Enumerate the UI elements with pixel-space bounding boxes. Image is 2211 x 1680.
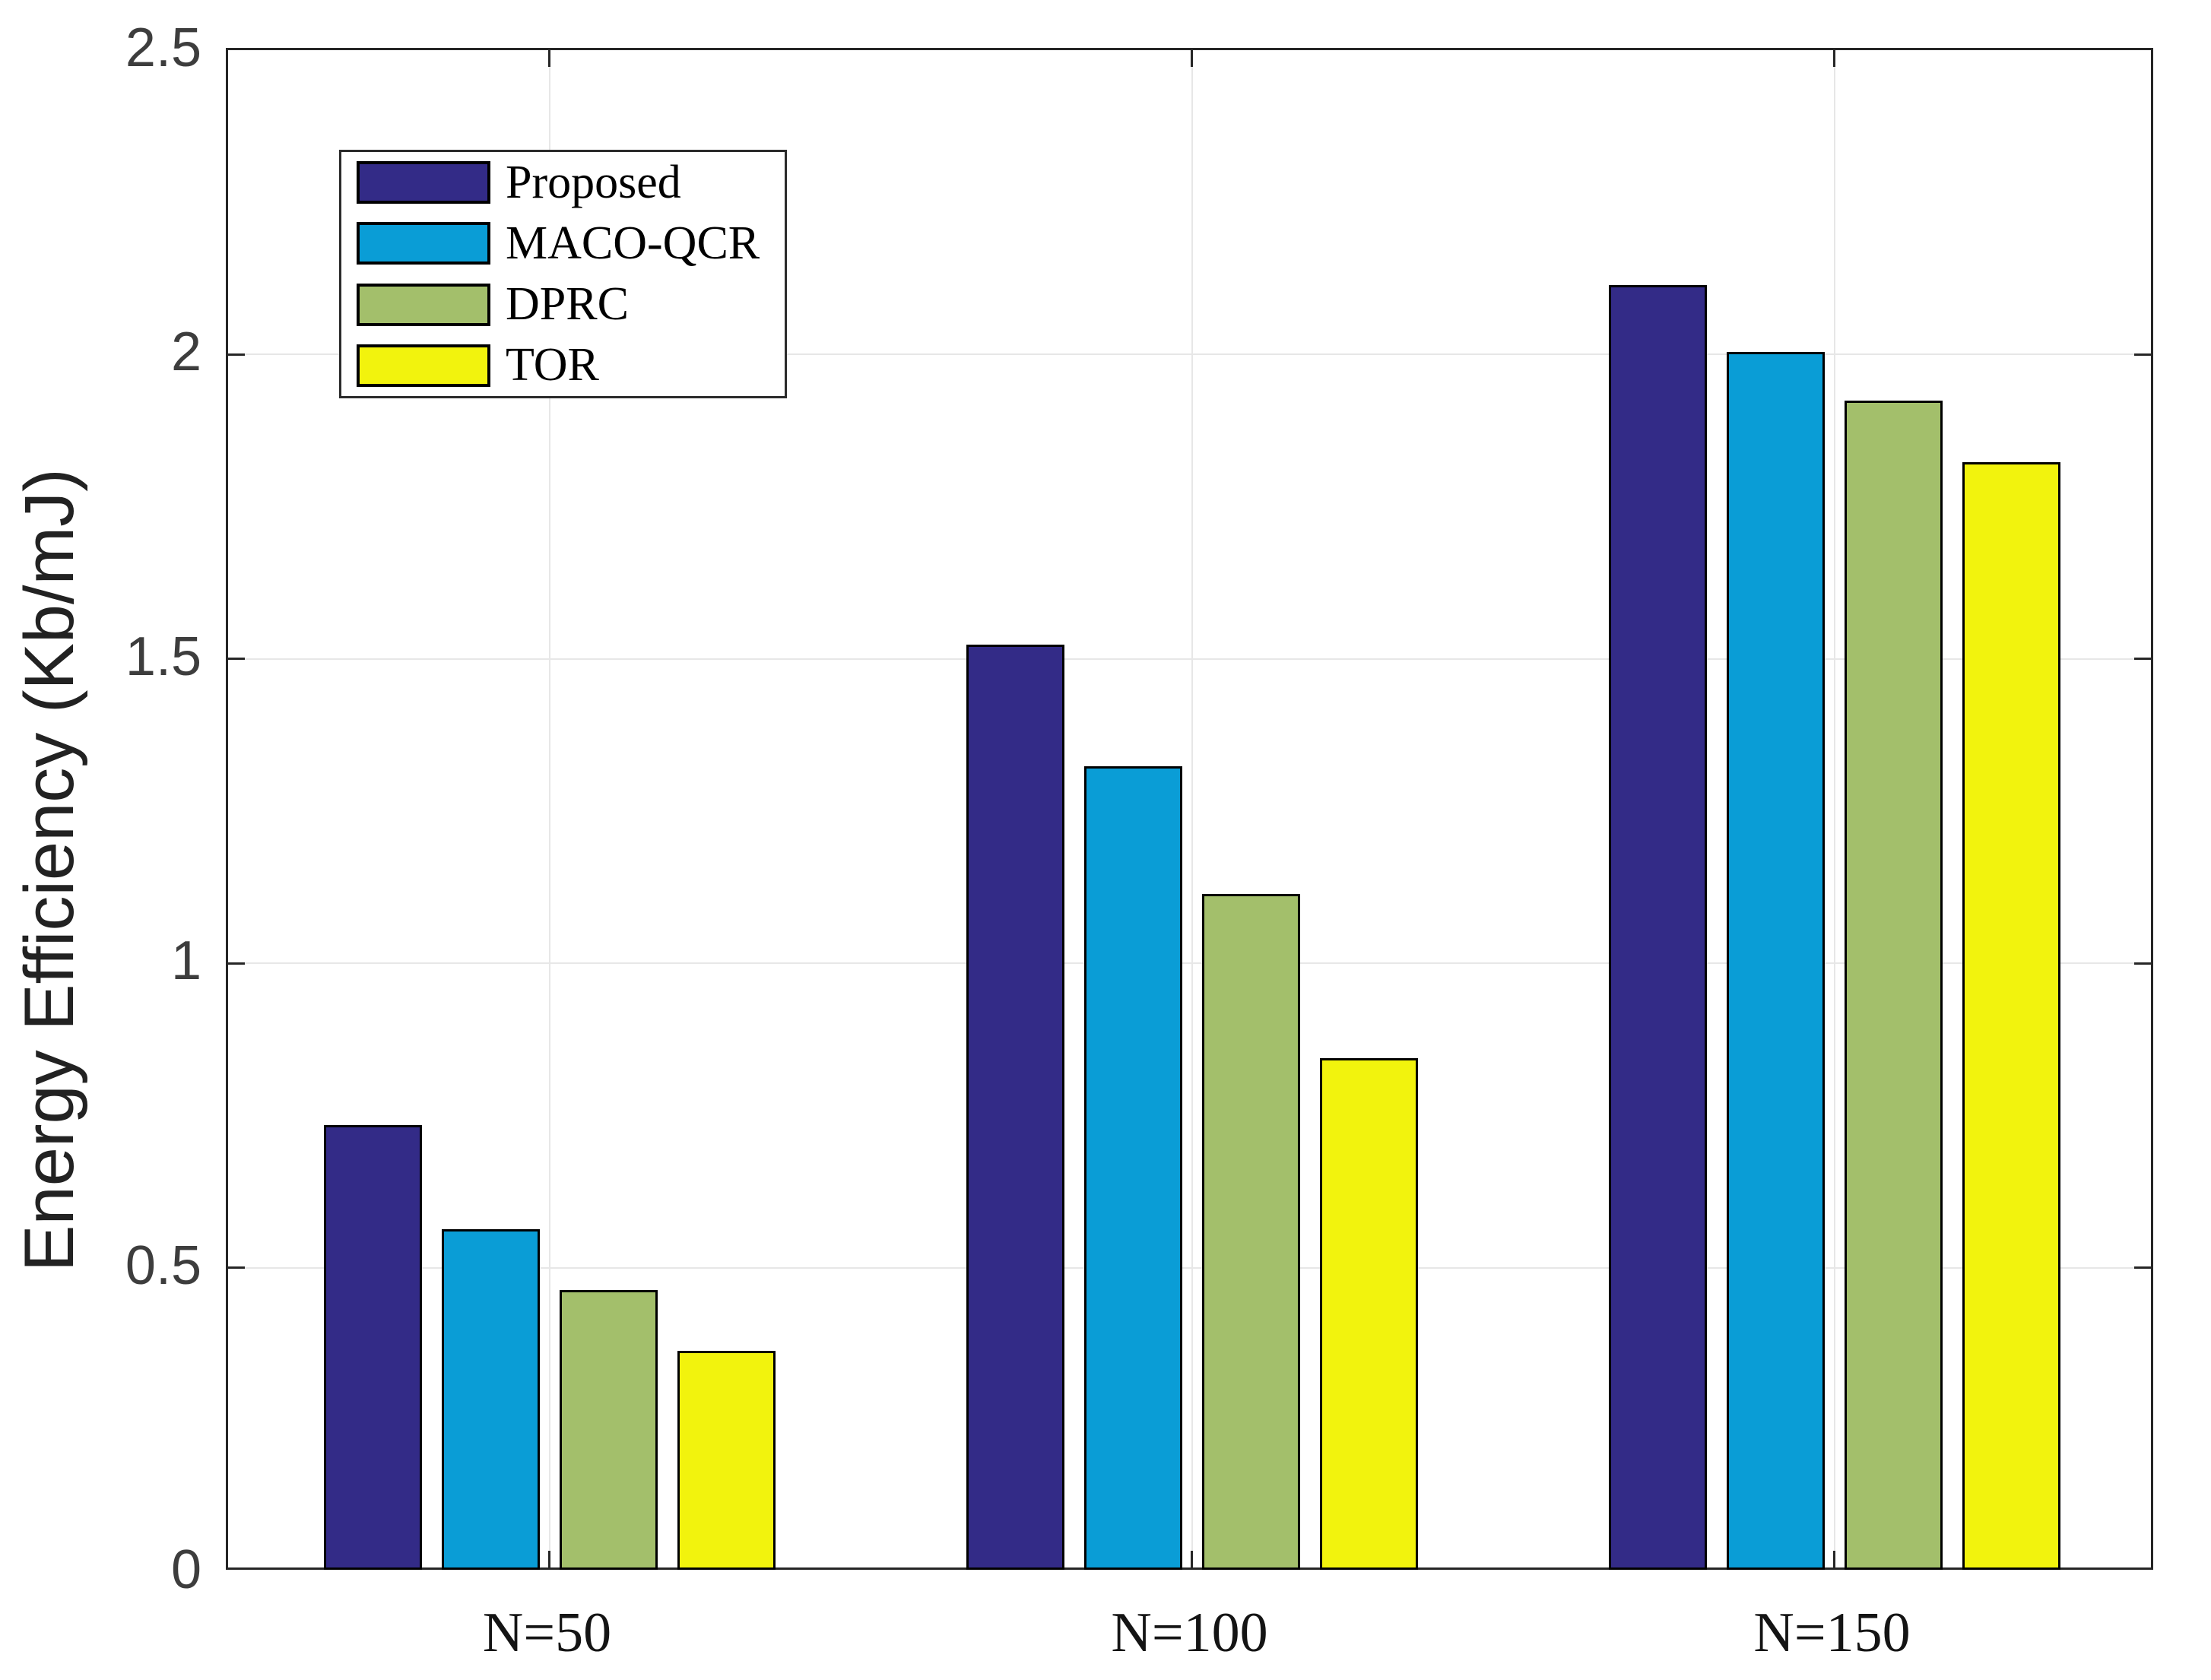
legend-label: Proposed <box>506 156 681 208</box>
bar-tor <box>677 1350 776 1570</box>
x-tick-mark <box>1191 1551 1193 1567</box>
bar-proposed <box>323 1125 422 1570</box>
y-axis-label-wrap: Energy Efficiency (Kb/mJ) <box>0 48 99 1570</box>
bar-maco-qcr <box>441 1228 540 1570</box>
y-tick-mark <box>2134 962 2151 965</box>
bar-proposed <box>1608 285 1707 1570</box>
legend-item-dprc: DPRC <box>341 274 785 335</box>
x-tick-mark <box>1833 1551 1835 1567</box>
legend-swatch-dprc <box>357 283 490 326</box>
y-gridline <box>228 658 2151 660</box>
legend-item-maco-qcr: MACO-QCR <box>341 213 785 274</box>
bar-dprc <box>559 1289 658 1570</box>
legend: Proposed MACO-QCR DPRC TOR <box>339 150 787 398</box>
y-axis-label: Energy Efficiency (Kb/mJ) <box>10 468 88 1272</box>
x-tick-mark <box>1833 50 1835 67</box>
legend-swatch-tor <box>357 344 490 387</box>
x-tick-label: N=150 <box>1753 1602 1911 1664</box>
legend-item-proposed: Proposed <box>341 152 785 213</box>
x-gridline <box>1191 50 1193 1567</box>
legend-swatch-proposed <box>357 161 490 204</box>
bar-tor <box>1319 1058 1418 1570</box>
x-tick-mark <box>1191 50 1193 67</box>
y-tick-mark <box>2134 1266 2151 1270</box>
legend-item-tor: TOR <box>341 335 785 396</box>
x-tick-label: N=50 <box>482 1602 612 1664</box>
bar-proposed <box>966 644 1064 1570</box>
y-tick-mark <box>2134 658 2151 661</box>
plot-area <box>226 48 2153 1570</box>
y-tick-label: 1 <box>170 930 201 992</box>
bar-maco-qcr <box>1726 352 1825 1570</box>
y-gridline <box>228 1266 2151 1269</box>
y-tick-mark <box>228 658 245 661</box>
legend-label: MACO-QCR <box>506 217 760 269</box>
y-gridline <box>228 962 2151 965</box>
y-tick-label: 2 <box>170 322 201 383</box>
legend-label: DPRC <box>506 278 629 331</box>
bar-dprc <box>1201 894 1300 1570</box>
x-tick-label: N=100 <box>1111 1602 1268 1664</box>
y-tick-mark <box>228 1266 245 1270</box>
x-gridline <box>548 50 550 1567</box>
bar-tor <box>1962 461 2060 1570</box>
y-tick-mark <box>228 353 245 356</box>
y-tick-label: 0.5 <box>125 1235 201 1296</box>
y-tick-label: 2.5 <box>125 17 201 78</box>
y-tick-mark <box>2134 353 2151 356</box>
legend-swatch-maco-qcr <box>357 222 490 265</box>
bar-dprc <box>1844 401 1943 1570</box>
y-tick-mark <box>228 962 245 965</box>
x-tick-mark <box>548 50 550 67</box>
x-tick-mark <box>548 1551 550 1567</box>
y-tick-label: 0 <box>170 1539 201 1600</box>
y-tick-label: 1.5 <box>125 626 201 687</box>
y-gridline <box>228 353 2151 356</box>
x-gridline <box>1833 50 1835 1567</box>
legend-label: TOR <box>506 339 599 391</box>
bar-maco-qcr <box>1083 766 1182 1570</box>
